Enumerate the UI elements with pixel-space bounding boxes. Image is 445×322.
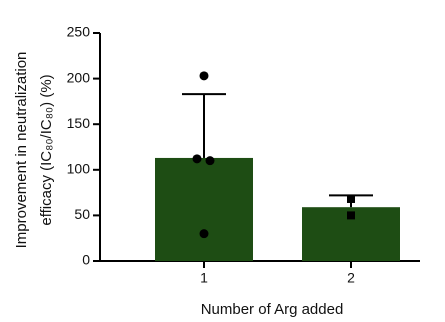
y-tick-label: 250 — [67, 24, 91, 40]
data-point — [199, 229, 209, 239]
y-tick-label: 0 — [82, 252, 90, 268]
bar — [155, 157, 253, 261]
data-point — [347, 211, 355, 220]
data-point — [192, 154, 202, 164]
x-tick-label: 1 — [200, 270, 208, 286]
data-point — [347, 194, 355, 203]
data-point — [205, 156, 215, 166]
y-tick-label: 100 — [67, 161, 91, 177]
x-axis-label: Number of Arg added — [201, 301, 344, 318]
x-tick-label: 2 — [347, 270, 355, 286]
data-point — [199, 71, 209, 81]
y-tick-label: 200 — [67, 69, 91, 85]
y-tick-label: 50 — [74, 206, 90, 222]
y-axis-label: efficacy (IC₈₀/IC₈₀) (%) — [38, 74, 55, 225]
y-tick-label: 150 — [67, 115, 91, 131]
y-axis-label: Improvement in neutralization — [13, 52, 30, 249]
